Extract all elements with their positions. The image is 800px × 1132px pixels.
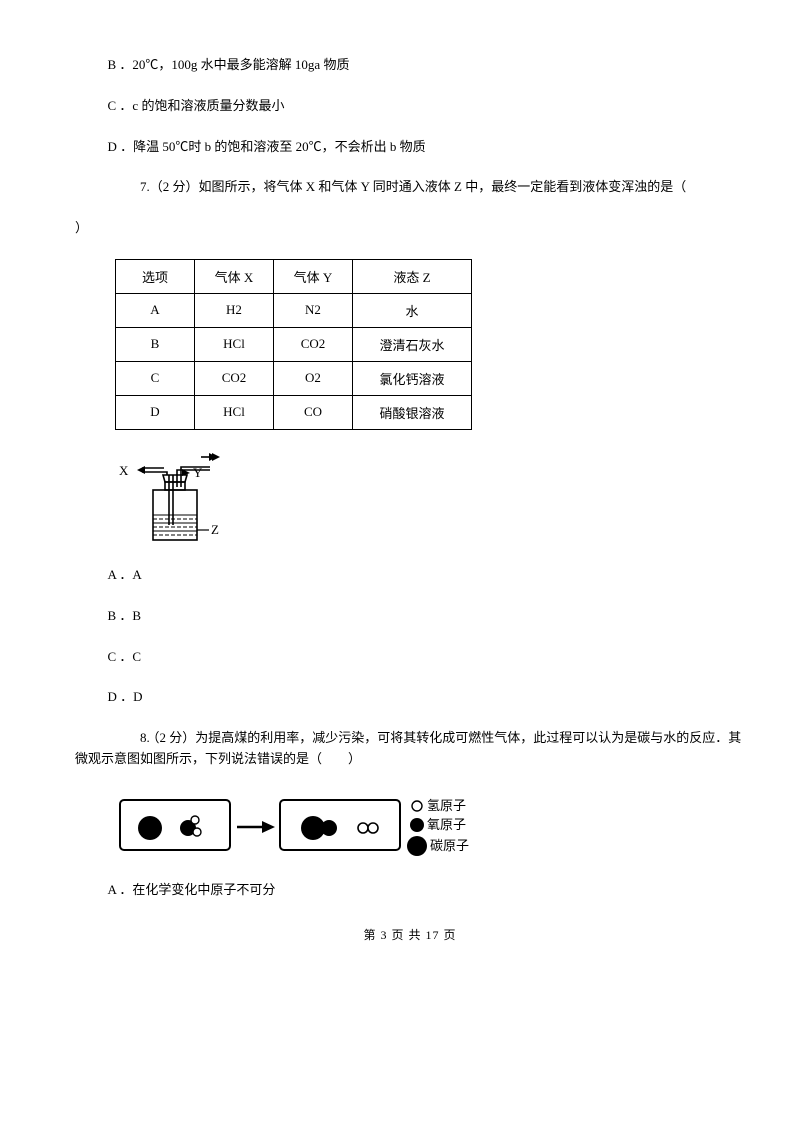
cell: N2 xyxy=(274,293,353,327)
cell: O2 xyxy=(274,361,353,395)
cell: 水 xyxy=(353,293,472,327)
q7-apparatus-figure: X Y Z xyxy=(115,445,235,550)
q7-points: （2 分） xyxy=(150,179,199,194)
th-gas-y: 气体 Y xyxy=(274,259,353,293)
cell: H2 xyxy=(195,293,274,327)
table-row: A H2 N2 水 xyxy=(116,293,472,327)
legend-o: 氧原子 xyxy=(427,817,466,832)
q7-close-paren: ） xyxy=(75,218,745,239)
cell: 澄清石灰水 xyxy=(353,327,472,361)
table-row: C CO2 O2 氯化钙溶液 xyxy=(116,361,472,395)
q7-stem: 7. （2 分）如图所示，将气体 X 和气体 Y 同时通入液体 Z 中，最终一定… xyxy=(75,177,745,198)
q7-option-c: C ．C xyxy=(75,647,745,668)
label-y: Y xyxy=(193,465,203,480)
cell: CO xyxy=(274,395,353,429)
q7-option-a: A ．A xyxy=(75,565,745,586)
q7-table: 选项 气体 X 气体 Y 液态 Z A H2 N2 水 B HCl CO2 澄清… xyxy=(115,259,472,430)
label-z: Z xyxy=(211,522,219,537)
q8-option-a: A ．在化学变化中原子不可分 xyxy=(75,880,745,901)
q6-option-b: B ．20℃，100g 水中最多能溶解 10ga 物质 xyxy=(75,55,745,76)
q8-number: 8. xyxy=(108,728,147,749)
th-gas-x: 气体 X xyxy=(195,259,274,293)
q8-reaction-figure: 氢原子 氧原子 碳原子 xyxy=(115,790,475,865)
table-row: D HCl CO 硝酸银溶液 xyxy=(116,395,472,429)
table-row: B HCl CO2 澄清石灰水 xyxy=(116,327,472,361)
q6-option-d: D ．降温 50℃时 b 的饱和溶液至 20℃，不会析出 b 物质 xyxy=(75,137,745,158)
cell: D xyxy=(116,395,195,429)
table-header-row: 选项 气体 X 气体 Y 液态 Z xyxy=(116,259,472,293)
q8-stem: 8.（2 分）为提高煤的利用率，减少污染，可将其转化成可燃性气体，此过程可以认为… xyxy=(75,728,745,770)
th-liquid-z: 液态 Z xyxy=(353,259,472,293)
cell: B xyxy=(116,327,195,361)
cell: C xyxy=(116,361,195,395)
q7-text: 如图所示，将气体 X 和气体 Y 同时通入液体 Z 中，最终一定能看到液体变浑浊… xyxy=(199,179,687,194)
q7-option-d: D ．D xyxy=(75,687,745,708)
page-footer: 第 3 页 共 17 页 xyxy=(75,926,745,943)
q7-option-b: B ．B xyxy=(75,606,745,627)
cell: HCl xyxy=(195,327,274,361)
cell: 硝酸银溶液 xyxy=(353,395,472,429)
cell: 氯化钙溶液 xyxy=(353,361,472,395)
th-option: 选项 xyxy=(116,259,195,293)
cell: A xyxy=(116,293,195,327)
cell: CO2 xyxy=(195,361,274,395)
label-x: X xyxy=(119,463,129,478)
q7-number: 7. xyxy=(108,177,147,198)
q6-option-c: C ．c 的饱和溶液质量分数最小 xyxy=(75,96,745,117)
q8-points: （2 分） xyxy=(147,730,196,745)
cell: CO2 xyxy=(274,327,353,361)
legend-h: 氢原子 xyxy=(427,798,466,813)
legend-c: 碳原子 xyxy=(430,838,469,853)
cell: HCl xyxy=(195,395,274,429)
